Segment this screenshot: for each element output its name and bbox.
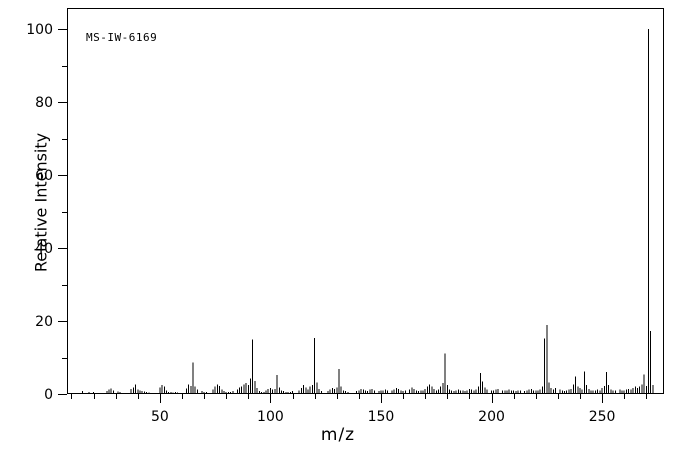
x-tick-label: 100	[257, 409, 284, 425]
y-tick-label: 100	[26, 22, 53, 38]
y-axis-ticks	[58, 29, 67, 395]
peaks-group	[81, 29, 654, 394]
y-axis-title: Relative Intensity	[31, 132, 51, 273]
x-tick-label: 200	[478, 409, 505, 425]
y-tick-label: 60	[35, 168, 53, 184]
y-tick-label: 80	[35, 95, 53, 111]
x-tick-label: 250	[589, 409, 616, 425]
x-tick-label: 50	[151, 409, 169, 425]
spectrum-peaks	[81, 29, 654, 394]
y-axis-tick-labels: 0 20 40 60 80 100	[26, 22, 53, 403]
y-tick-label: 0	[44, 387, 53, 403]
spectrum-annotation-label: MS-IW-6169	[86, 31, 158, 44]
x-tick-label: 150	[368, 409, 395, 425]
x-axis-ticks	[71, 394, 647, 403]
y-tick-label: 40	[35, 241, 53, 257]
x-axis-title: m/z	[320, 425, 356, 445]
y-tick-label: 20	[35, 314, 53, 330]
plot-frame	[67, 8, 664, 394]
x-axis-tick-labels: 50 100 150 200 250	[151, 409, 616, 425]
